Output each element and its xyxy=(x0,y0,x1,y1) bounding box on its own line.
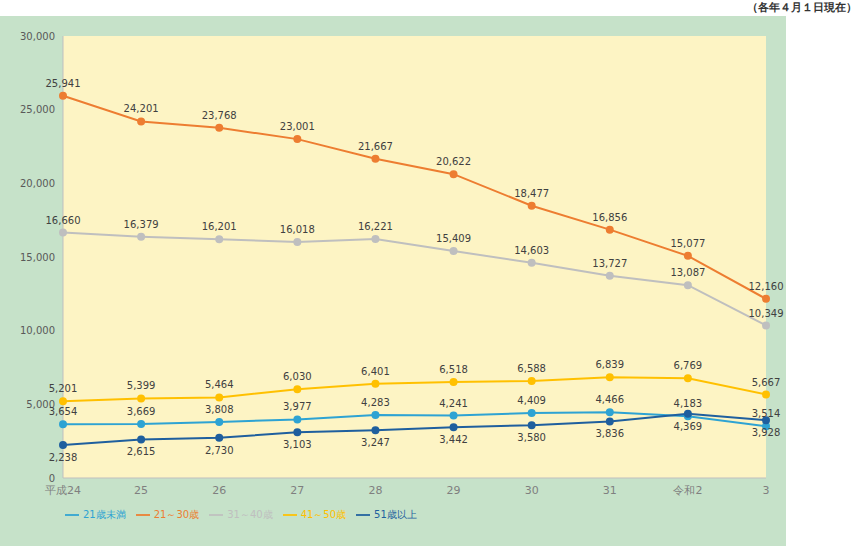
svg-text:15,409: 15,409 xyxy=(436,233,471,244)
html-text:（各年４月１日現在）: （各年４月１日現在） xyxy=(747,1,857,14)
svg-text:3,514: 3,514 xyxy=(752,408,781,419)
svg-text:16,660: 16,660 xyxy=(46,215,81,226)
svg-text:10,000: 10,000 xyxy=(20,325,55,336)
svg-text:5,201: 5,201 xyxy=(49,383,78,394)
svg-text:30: 30 xyxy=(525,484,539,497)
svg-text:3,808: 3,808 xyxy=(205,404,234,415)
svg-text:25,000: 25,000 xyxy=(20,104,55,115)
svg-text:14,603: 14,603 xyxy=(514,245,549,256)
svg-text:4,183: 4,183 xyxy=(674,398,703,409)
html-text:21歳未満: 21歳未満 xyxy=(83,509,126,520)
svg-text:2,615: 2,615 xyxy=(127,446,156,457)
svg-text:3,654: 3,654 xyxy=(49,406,78,417)
svg-text:20,622: 20,622 xyxy=(436,156,471,167)
svg-text:24,201: 24,201 xyxy=(124,103,159,114)
svg-text:31: 31 xyxy=(603,484,617,497)
svg-text:30,000: 30,000 xyxy=(20,31,55,42)
svg-text:3,669: 3,669 xyxy=(127,406,156,417)
svg-text:4,241: 4,241 xyxy=(439,398,468,409)
svg-text:2,238: 2,238 xyxy=(49,452,78,463)
svg-text:令和2: 令和2 xyxy=(673,484,702,497)
html-text:41～50歳: 41～50歳 xyxy=(300,509,347,520)
svg-text:10,349: 10,349 xyxy=(749,308,784,319)
svg-text:4,409: 4,409 xyxy=(517,395,546,406)
svg-text:16,379: 16,379 xyxy=(124,219,159,230)
svg-text:13,087: 13,087 xyxy=(670,267,705,278)
svg-text:6,030: 6,030 xyxy=(283,371,312,382)
svg-text:6,518: 6,518 xyxy=(439,364,468,375)
svg-text:16,856: 16,856 xyxy=(592,212,627,223)
svg-text:28: 28 xyxy=(368,484,382,497)
svg-text:5,667: 5,667 xyxy=(752,377,781,388)
svg-text:2,730: 2,730 xyxy=(205,445,234,456)
svg-text:26: 26 xyxy=(212,484,226,497)
svg-text:4,466: 4,466 xyxy=(595,394,624,405)
svg-text:12,160: 12,160 xyxy=(749,281,784,292)
svg-text:16,221: 16,221 xyxy=(358,221,393,232)
svg-text:3,977: 3,977 xyxy=(283,401,312,412)
svg-text:平成24: 平成24 xyxy=(45,484,81,497)
svg-text:15,000: 15,000 xyxy=(20,252,55,263)
svg-text:16,018: 16,018 xyxy=(280,224,315,235)
svg-text:5,399: 5,399 xyxy=(127,380,156,391)
svg-text:4,283: 4,283 xyxy=(361,397,390,408)
svg-text:3,247: 3,247 xyxy=(361,437,390,448)
svg-text:5,464: 5,464 xyxy=(205,379,234,390)
svg-text:3,580: 3,580 xyxy=(517,432,546,443)
svg-text:20,000: 20,000 xyxy=(20,178,55,189)
svg-text:4,369: 4,369 xyxy=(674,421,703,432)
svg-text:3: 3 xyxy=(763,484,770,497)
svg-text:6,769: 6,769 xyxy=(674,360,703,371)
svg-text:21,667: 21,667 xyxy=(358,141,393,152)
svg-text:27: 27 xyxy=(290,484,304,497)
svg-text:3,103: 3,103 xyxy=(283,439,312,450)
svg-text:6,401: 6,401 xyxy=(361,366,390,377)
svg-text:5,000: 5,000 xyxy=(26,398,55,410)
svg-text:23,768: 23,768 xyxy=(202,110,237,121)
svg-text:13,727: 13,727 xyxy=(592,258,627,269)
svg-text:29: 29 xyxy=(447,484,461,497)
svg-text:3,442: 3,442 xyxy=(439,434,468,445)
svg-text:25,941: 25,941 xyxy=(46,78,81,89)
svg-text:16,201: 16,201 xyxy=(202,221,237,232)
svg-text:0: 0 xyxy=(49,473,55,484)
html-text:51歳以上: 51歳以上 xyxy=(374,509,417,520)
svg-text:3,836: 3,836 xyxy=(595,428,624,439)
html-text:31～40歳: 31～40歳 xyxy=(227,509,273,520)
svg-text:15,077: 15,077 xyxy=(670,238,705,249)
svg-text:25: 25 xyxy=(134,484,148,497)
svg-text:18,477: 18,477 xyxy=(514,188,549,199)
svg-text:23,001: 23,001 xyxy=(280,121,315,132)
svg-text:6,839: 6,839 xyxy=(595,359,624,370)
svg-text:6,588: 6,588 xyxy=(517,363,546,374)
svg-text:3,928: 3,928 xyxy=(752,427,781,438)
html-text:21～30歳: 21～30歳 xyxy=(153,509,200,520)
